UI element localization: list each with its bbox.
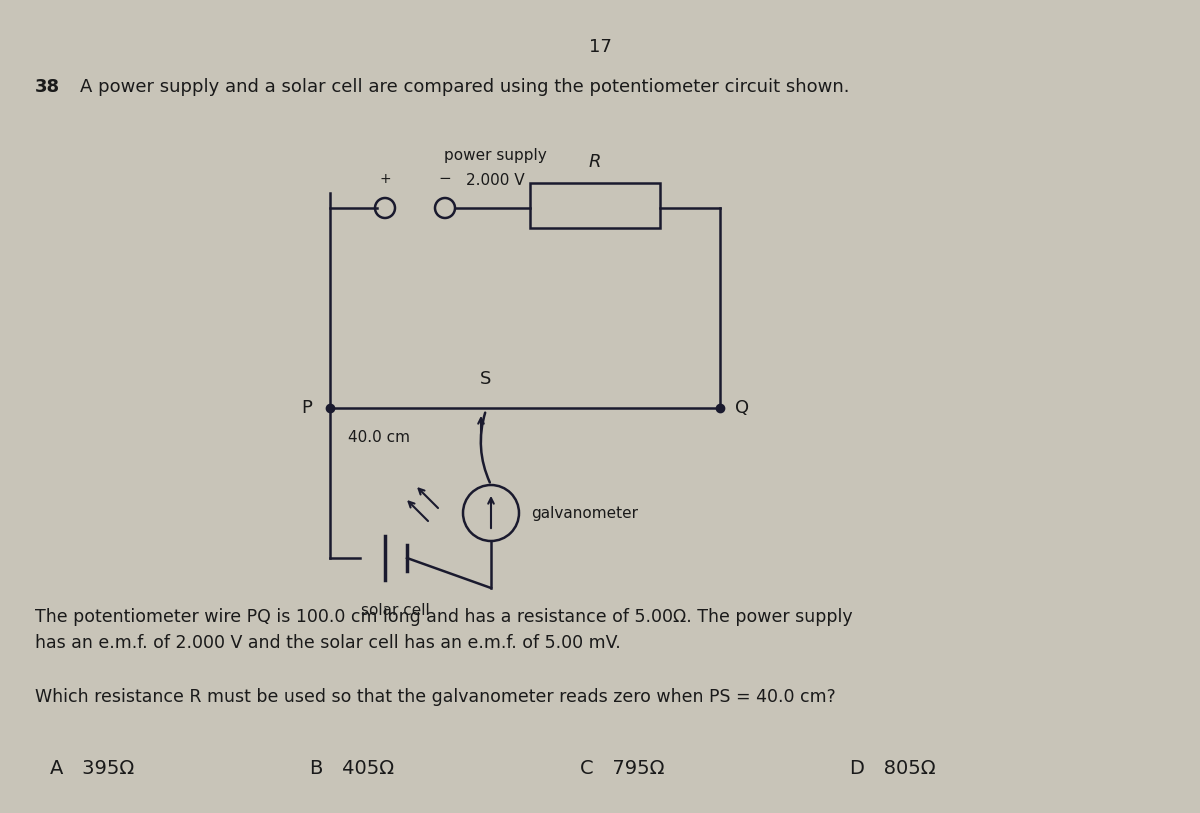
Text: The potentiometer wire PQ is 100.0 cm long and has a resistance of 5.00Ω. The po: The potentiometer wire PQ is 100.0 cm lo… <box>35 608 853 652</box>
Text: A power supply and a solar cell are compared using the potentiometer circuit sho: A power supply and a solar cell are comp… <box>80 78 850 96</box>
Text: solar cell: solar cell <box>361 603 430 618</box>
Text: +: + <box>379 172 391 186</box>
Text: P: P <box>301 399 312 417</box>
Text: Which resistance R must be used so that the galvanometer reads zero when PS = 40: Which resistance R must be used so that … <box>35 688 835 706</box>
Text: −: − <box>439 171 451 186</box>
Bar <box>530 183 660 228</box>
Text: D   805Ω: D 805Ω <box>850 759 936 777</box>
Text: C   795Ω: C 795Ω <box>580 759 665 777</box>
Text: S: S <box>480 370 492 388</box>
Text: A   395Ω: A 395Ω <box>50 759 134 777</box>
Text: R: R <box>589 153 601 171</box>
Text: 2.000 V: 2.000 V <box>466 173 524 188</box>
Text: 38: 38 <box>35 78 60 96</box>
Text: B   405Ω: B 405Ω <box>310 759 394 777</box>
Text: 17: 17 <box>588 38 612 56</box>
Text: power supply: power supply <box>444 148 546 163</box>
Text: 40.0 cm: 40.0 cm <box>348 430 410 445</box>
Text: galvanometer: galvanometer <box>530 506 638 520</box>
Text: Q: Q <box>734 399 749 417</box>
